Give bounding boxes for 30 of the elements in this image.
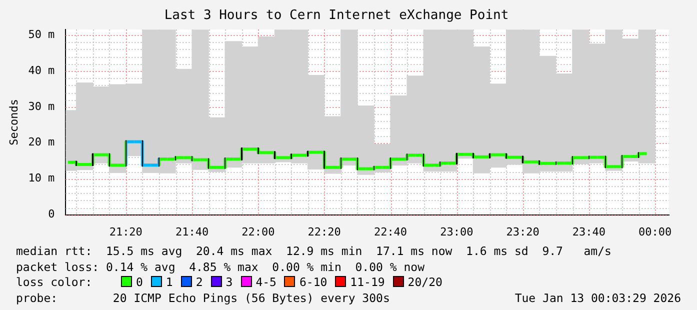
x-tick-label: 21:40 xyxy=(175,225,209,238)
text: 11-19 xyxy=(350,275,385,289)
x-tick-label: 22:40 xyxy=(374,225,408,238)
text: 20/20 xyxy=(408,275,442,289)
text: probe: 20 ICMP Echo Pings (56 Bytes) every 300s xyxy=(16,290,390,304)
x-tick-label: 22:00 xyxy=(242,225,275,238)
y-tick-label: 0 xyxy=(48,208,55,221)
text: 0 xyxy=(136,275,143,289)
x-tick-label: 21:20 xyxy=(109,225,142,238)
text: 1 xyxy=(166,275,173,289)
y-tick-label: 50 m xyxy=(28,28,56,41)
text: packet loss: 0.14 % avg 4.85 % max 0.00 % min 0.00 % now xyxy=(16,260,426,275)
y-axis-title: Seconds xyxy=(7,99,20,146)
y-tick-label: 20 m xyxy=(28,136,56,149)
x-tick-label: 22:20 xyxy=(308,225,341,238)
text: Tue Jan 13 00:03:29 2026 xyxy=(514,290,681,306)
x-tick-label: 00:00 xyxy=(638,225,672,238)
x-tick-label: 23:20 xyxy=(506,225,540,238)
text: 2 xyxy=(196,275,203,289)
chart-title: Last 3 Hours to Cern Internet eXchange Point xyxy=(164,8,509,24)
x-tick-label: 23:40 xyxy=(572,225,606,238)
text: 4-5 xyxy=(256,275,276,289)
text: 3 xyxy=(226,275,233,289)
y-tick-label: 40 m xyxy=(28,64,56,77)
y-tick-label: 10 m xyxy=(28,172,56,185)
text: 6-10 xyxy=(299,275,328,289)
text: loss color: xyxy=(16,275,94,289)
y-tick-label: 30 m xyxy=(28,100,56,113)
x-tick-label: 23:00 xyxy=(440,225,474,238)
text: median rtt: 15.5 ms avg 20.4 ms max 12.9 ms min 17.1 ms now 1.6 ms sd 9.7 am/s xyxy=(16,244,612,260)
